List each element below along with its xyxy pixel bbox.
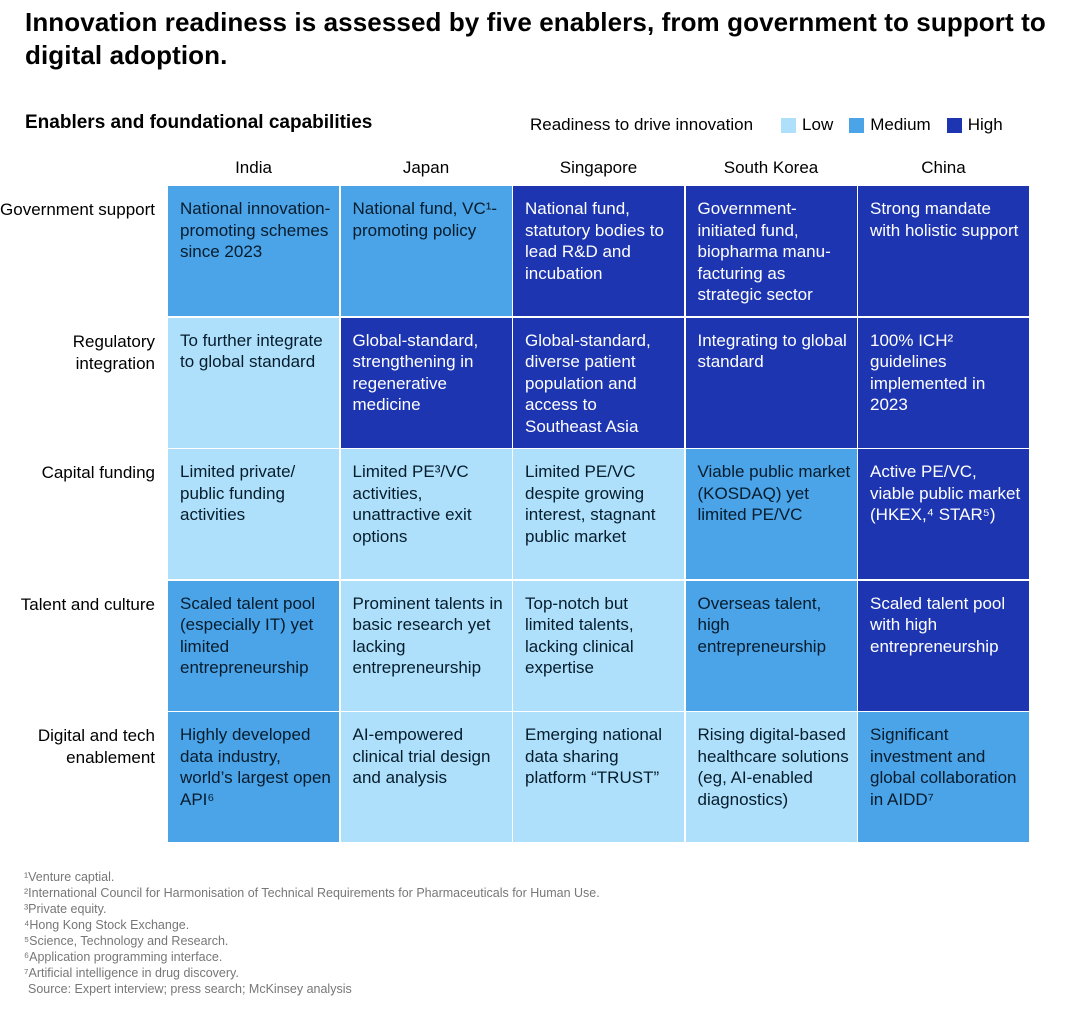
- legend-label-high: High: [967, 115, 1003, 134]
- row-header: Digital and tech enablement: [37, 726, 155, 767]
- footnote: ¹Venture captial.: [24, 870, 115, 884]
- footnote: ²International Council for Harmonisation…: [24, 886, 600, 900]
- table-cell: National fund, statutory bodies to lead …: [513, 186, 684, 316]
- table-cell: 100% ICH² guidelines implemented in 2023: [858, 317, 1029, 448]
- table-cell: Limited private/ public funding activiti…: [168, 449, 339, 579]
- row-header: Capital funding: [41, 463, 155, 482]
- legend-label-medium: Medium: [870, 115, 931, 134]
- row-header: Talent and culture: [20, 594, 155, 614]
- table-cell: Limited PE³/VC activities, unattractive …: [340, 449, 512, 579]
- column-header: South Korea: [723, 158, 819, 177]
- legend-item-low: Low: [781, 115, 833, 135]
- footnote: ⁶Application programming interface.: [24, 950, 223, 964]
- table-cell: Overseas talent, high entrepreneurship: [685, 580, 857, 711]
- table-cell: Global-standard, diverse patient populat…: [513, 317, 684, 448]
- table-cell: Prominent talents in basic research yet …: [340, 580, 512, 711]
- table-cell: Limited PE/VC despite growing interest, …: [513, 449, 684, 579]
- table-cell: Rising digital-based healthcare solution…: [685, 712, 857, 842]
- row-header: Government support: [0, 200, 155, 219]
- footnote: ⁷Artificial intelligence in drug discove…: [24, 966, 239, 980]
- legend-swatch-medium: [849, 117, 865, 133]
- column-header: Singapore: [559, 158, 638, 177]
- legend-swatch-low: [781, 117, 797, 133]
- table-cell: National fund, VC¹-promoting policy: [340, 186, 512, 316]
- table-cell: Highly developed data industry, world’s …: [168, 712, 339, 842]
- table-cell: Global-standard, strengthening in regene…: [340, 317, 512, 448]
- table-cell: Strong mandate with holistic support: [858, 186, 1029, 316]
- table-cell: Integrating to global standard: [685, 317, 857, 448]
- table-cell: Government-initiated fund, biopharma man…: [685, 186, 857, 316]
- table-cell: Viable public market (KOSDAQ) yet limite…: [685, 449, 857, 579]
- table-cell: Top-notch but limited talents, lacking c…: [513, 580, 684, 711]
- table-cell: Active PE/VC, viable public market (HKEX…: [858, 449, 1029, 579]
- legend-item-medium: Medium: [849, 115, 931, 135]
- legend-label-low: Low: [802, 115, 834, 134]
- footnote: ⁴Hong Kong Stock Exchange.: [24, 918, 190, 932]
- footnote: ³Private equity.: [24, 902, 107, 916]
- table-cell: Scaled talent pool with high entrepreneu…: [858, 580, 1029, 711]
- footnotes: ¹Venture captial. ²International Council…: [24, 869, 600, 997]
- source-note: Source: Expert interview; press search; …: [28, 982, 352, 996]
- column-header: China: [921, 158, 966, 177]
- footnote: ⁵Science, Technology and Research.: [24, 934, 229, 948]
- row-header: Regulatory integration: [72, 331, 155, 373]
- legend-title: Readiness to drive innovation: [530, 115, 754, 134]
- table-cell: To further integrate to global standard: [168, 317, 339, 448]
- table-cell: National innovation-promoting schemes si…: [168, 186, 339, 316]
- table-cell: Scaled talent pool (especially IT) yet l…: [168, 580, 339, 711]
- table-cell: AI-empowered clinical trial design and a…: [340, 712, 512, 842]
- page-title: Innovation readiness is assessed by five…: [25, 7, 1046, 70]
- table-cell: Significant investment and global collab…: [858, 712, 1029, 842]
- legend-item-high: High: [946, 115, 1003, 135]
- chart-subtitle: Enablers and foundational capabilities: [25, 112, 373, 133]
- column-header: Japan: [402, 158, 450, 177]
- legend: Readiness to drive innovation Low Medium…: [530, 115, 1020, 135]
- legend-swatch-high: [946, 117, 962, 133]
- table-cell: Emerging national data sharing platform …: [513, 712, 684, 842]
- column-header: India: [235, 158, 272, 177]
